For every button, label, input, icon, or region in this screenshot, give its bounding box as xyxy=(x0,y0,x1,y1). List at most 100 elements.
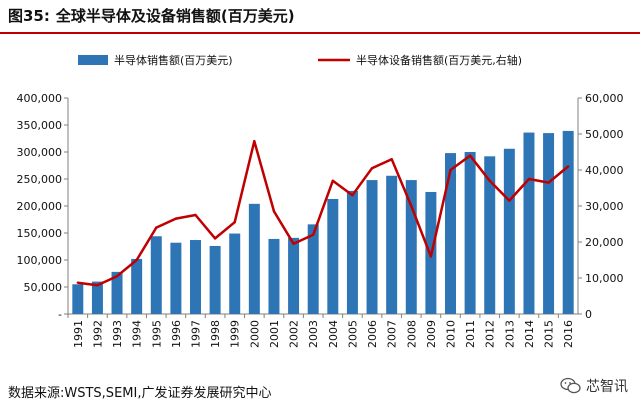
x-tick-label: 1994 xyxy=(131,320,144,348)
x-tick-label: 2013 xyxy=(503,320,516,348)
line-point xyxy=(370,167,374,170)
bar xyxy=(150,236,162,314)
x-tick-label: 2005 xyxy=(346,320,359,348)
line-point xyxy=(135,258,138,262)
bar xyxy=(484,156,496,314)
y-right-tick-label: 30,000 xyxy=(585,200,624,213)
x-tick-label: 2016 xyxy=(562,320,575,348)
x-tick-label: 2015 xyxy=(543,320,556,348)
y-left-tick-label: 300,000 xyxy=(17,146,63,159)
bar xyxy=(288,237,300,314)
line-point xyxy=(468,154,472,157)
y-left-tick-label: - xyxy=(58,308,62,321)
line-point xyxy=(253,140,256,143)
line-point xyxy=(429,255,433,258)
x-tick-label: 2014 xyxy=(523,320,536,348)
line-point xyxy=(292,242,295,245)
x-tick-label: 1995 xyxy=(150,320,163,348)
header-rule xyxy=(0,32,640,34)
watermark-text: 芯智讯 xyxy=(586,379,628,395)
bar xyxy=(386,175,398,314)
line-point xyxy=(410,204,413,208)
line-point xyxy=(96,284,99,287)
line-point xyxy=(194,213,197,217)
bar xyxy=(209,245,221,314)
y-left-tick-label: 250,000 xyxy=(17,173,63,186)
x-tick-label: 2012 xyxy=(484,320,497,348)
line-point xyxy=(351,194,354,197)
bar xyxy=(91,281,103,314)
x-tick-label: 2006 xyxy=(366,320,379,348)
x-tick-label: 1993 xyxy=(111,320,124,348)
bar xyxy=(445,153,456,314)
bar xyxy=(190,240,201,314)
y-right-tick-label: 60,000 xyxy=(585,92,624,105)
line-point xyxy=(233,221,236,224)
bar xyxy=(111,271,123,314)
y-right-tick-label: 0 xyxy=(585,308,592,321)
figure-header: 图35: 全球半导体及设备销售额(百万美元) xyxy=(8,2,295,28)
legend-label-bar: 半导体销售额(百万美元) xyxy=(114,53,233,67)
line-point xyxy=(547,181,550,184)
line-point xyxy=(449,168,452,172)
line-point xyxy=(155,226,158,229)
bar xyxy=(248,203,260,314)
line-point xyxy=(272,210,276,213)
x-tick-label: 1996 xyxy=(170,320,183,348)
chart-area: 半导体销售额(百万美元) 半导体设备销售额(百万美元,右轴) - 50,000 100,… xyxy=(0,36,640,372)
bar xyxy=(327,198,339,314)
line-point xyxy=(488,179,491,182)
x-tick-label: 1999 xyxy=(229,320,242,348)
bar xyxy=(170,242,182,314)
x-tick-label: 2011 xyxy=(464,320,477,348)
bar xyxy=(346,190,358,314)
x-tick-label: 2008 xyxy=(405,320,418,348)
x-tick-label: 1998 xyxy=(209,320,222,348)
y-left-tick-label: 200,000 xyxy=(17,200,63,213)
y-right-tick-label: 40,000 xyxy=(585,164,624,177)
x-tick-label: 2009 xyxy=(425,320,438,348)
x-tick-label: 2000 xyxy=(248,320,261,348)
bar xyxy=(131,258,143,314)
line-point xyxy=(115,275,119,278)
bar xyxy=(307,224,319,314)
line-point xyxy=(174,217,178,220)
line-point xyxy=(566,165,570,168)
x-tick-label: 1997 xyxy=(190,320,203,348)
bar xyxy=(229,233,241,314)
line-point xyxy=(213,237,217,240)
line-point xyxy=(331,179,335,182)
x-tick-label: 2007 xyxy=(386,320,399,348)
y-right-tick-label: 50,000 xyxy=(585,128,624,141)
y-left-tick-label: 150,000 xyxy=(17,227,63,240)
legend-label-line: 半导体设备销售额(百万美元,右轴) xyxy=(356,53,522,67)
bar xyxy=(503,148,515,314)
figure-label: 图35: xyxy=(8,6,50,25)
combo-chart: 半导体销售额(百万美元) 半导体设备销售额(百万美元,右轴) - 50,000 100,… xyxy=(17,53,624,348)
bar xyxy=(268,238,280,314)
line-point xyxy=(508,199,511,202)
x-tick-label: 2003 xyxy=(307,320,320,348)
line-point xyxy=(311,233,315,236)
bar xyxy=(405,180,417,314)
legend-swatch-bar xyxy=(78,55,108,65)
y-right-tick-label: 20,000 xyxy=(585,236,624,249)
x-tick-label: 2010 xyxy=(445,320,458,348)
bar xyxy=(464,152,476,314)
x-tick-label: 2002 xyxy=(288,320,301,348)
y-left-tick-label: 350,000 xyxy=(17,119,63,132)
bar xyxy=(72,284,84,314)
line-point xyxy=(76,281,80,284)
bar xyxy=(543,133,555,314)
line-point xyxy=(527,177,531,181)
y-left-tick-label: 400,000 xyxy=(17,92,63,105)
bar xyxy=(366,180,378,314)
bar xyxy=(523,132,535,314)
bar xyxy=(562,130,574,314)
line-series xyxy=(77,139,569,287)
y-left-tick-label: 100,000 xyxy=(17,254,63,267)
x-tick-label: 2004 xyxy=(327,320,340,348)
wechat-icon xyxy=(560,377,581,394)
watermark: 芯智讯 xyxy=(560,376,628,396)
y-left-tick-label: 50,000 xyxy=(24,281,63,294)
